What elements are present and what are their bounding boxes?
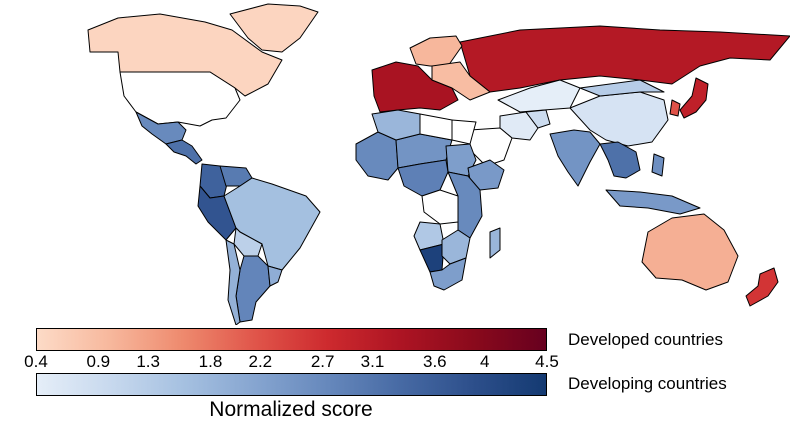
country-uruguay — [267, 265, 283, 287]
colorbar-tick-label: 1.3 — [136, 352, 160, 371]
colorbar-axis-title: Normalized score — [209, 398, 373, 421]
country-dr-congo — [421, 189, 459, 225]
colorbar-tick-label: 0.4 — [24, 352, 48, 371]
country-indonesia — [605, 189, 701, 215]
colorbar-tick-label: 2.7 — [310, 352, 335, 371]
country-argentina — [235, 255, 271, 323]
colorbar-tick-label: 3.6 — [423, 352, 447, 371]
country-japan — [679, 77, 709, 119]
colorbar-tick-label: 3.1 — [360, 352, 385, 371]
country-russia — [459, 25, 790, 93]
country-south-africa — [429, 257, 467, 291]
country-brazil — [223, 177, 321, 271]
country-central-america — [165, 139, 203, 165]
country-west-africa — [355, 131, 399, 181]
country-india — [549, 129, 601, 187]
developing-colorbar-label: Developing countries — [568, 374, 727, 393]
country-australia — [641, 213, 739, 291]
country-philippines — [651, 153, 665, 177]
country-greenland — [229, 3, 319, 53]
country-western-europe — [371, 61, 459, 113]
country-eastern-europe — [431, 61, 491, 101]
country-peru — [197, 185, 237, 241]
country-scandinavia — [409, 35, 463, 67]
colorbar-tick-label: 4.5 — [535, 352, 559, 371]
developed-colorbar — [36, 328, 547, 351]
developing-colorbar — [36, 373, 547, 396]
country-mongolia — [579, 79, 665, 97]
colorbar-tick-label: 1.8 — [198, 352, 223, 371]
country-canada — [87, 13, 283, 97]
country-madagascar — [489, 227, 501, 259]
country-new-zealand — [745, 267, 779, 307]
colorbar-tick-label: 4 — [479, 352, 490, 371]
country-afghanistan — [525, 109, 551, 129]
country-kazakhstan — [497, 79, 581, 113]
developed-colorbar-label: Developed countries — [568, 330, 723, 349]
country-east-africa — [447, 171, 483, 239]
country-southeast-asia — [599, 141, 641, 179]
colorbar-tick-label: 2.2 — [248, 352, 273, 371]
country-south-korea — [669, 99, 681, 117]
world-map — [87, 3, 790, 325]
colorbar-tick-label: 0.9 — [86, 352, 111, 371]
country-chile — [225, 239, 241, 325]
country-central-africa — [397, 159, 449, 197]
